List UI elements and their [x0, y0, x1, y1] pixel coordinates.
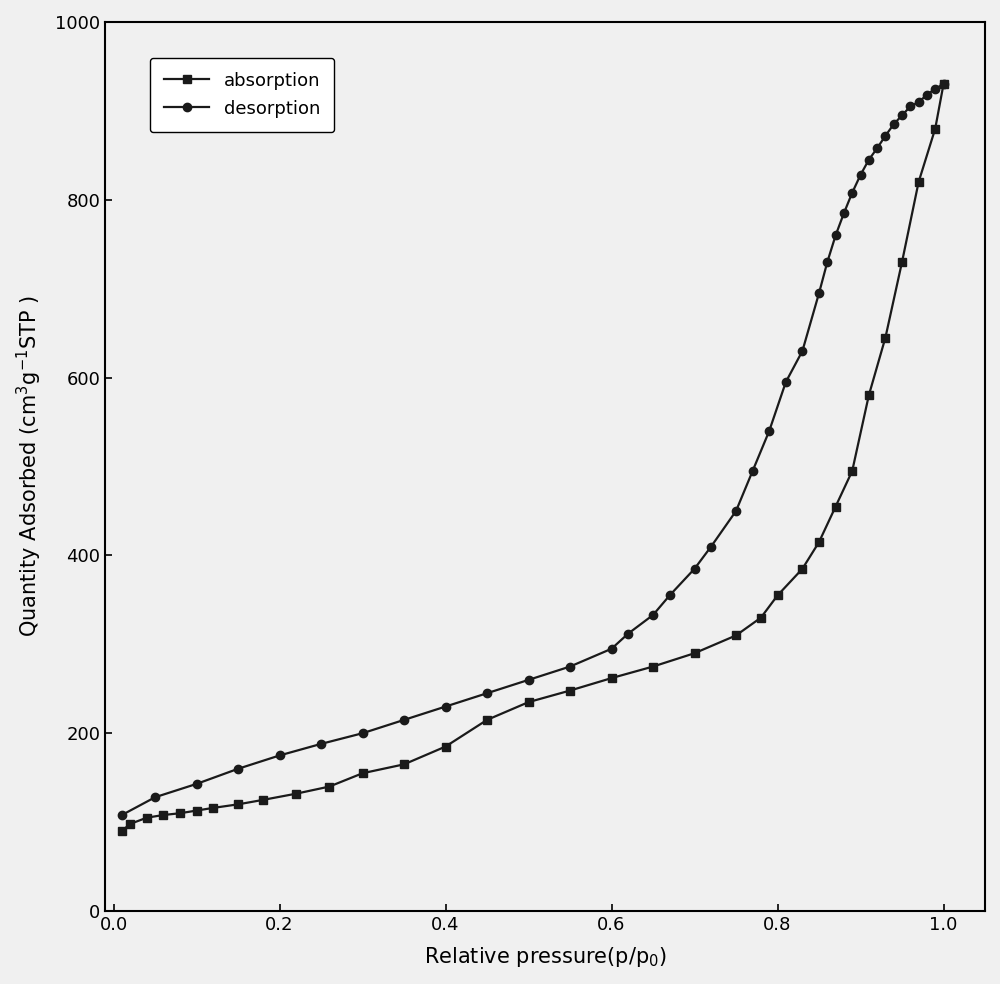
- desorption: [796, 345, 808, 357]
- absorption: [606, 672, 618, 684]
- desorption: [888, 118, 900, 130]
- absorption: [755, 612, 767, 624]
- absorption: [157, 809, 169, 821]
- desorption: [830, 229, 842, 241]
- desorption: [896, 109, 908, 121]
- desorption: [116, 809, 128, 821]
- absorption: [830, 501, 842, 513]
- absorption: [323, 780, 335, 792]
- desorption: [821, 256, 833, 268]
- desorption: [763, 425, 775, 437]
- desorption: [879, 130, 891, 142]
- absorption: [564, 685, 576, 697]
- absorption: [813, 536, 825, 548]
- absorption: [232, 798, 244, 810]
- desorption: [523, 674, 535, 686]
- absorption: [896, 256, 908, 268]
- absorption: [938, 79, 950, 91]
- absorption: [772, 589, 784, 601]
- desorption: [929, 83, 941, 94]
- desorption: [315, 738, 327, 750]
- desorption: [838, 208, 850, 219]
- desorption: [871, 143, 883, 154]
- desorption: [730, 505, 742, 517]
- absorption: [191, 805, 203, 817]
- absorption: [257, 794, 269, 806]
- absorption: [913, 176, 925, 188]
- desorption: [564, 660, 576, 672]
- Line: absorption: absorption: [118, 80, 948, 835]
- absorption: [879, 332, 891, 343]
- absorption: [290, 788, 302, 800]
- absorption: [863, 390, 875, 401]
- absorption: [207, 802, 219, 814]
- absorption: [116, 826, 128, 837]
- desorption: [780, 376, 792, 388]
- desorption: [938, 79, 950, 91]
- desorption: [863, 154, 875, 165]
- absorption: [796, 563, 808, 575]
- desorption: [747, 465, 759, 477]
- Y-axis label: Quantity Adsorbed (cm$^3$g$^{-1}$STP ): Quantity Adsorbed (cm$^3$g$^{-1}$STP ): [15, 295, 44, 638]
- absorption: [481, 714, 493, 726]
- desorption: [606, 643, 618, 654]
- desorption: [481, 687, 493, 699]
- desorption: [855, 169, 867, 181]
- absorption: [929, 123, 941, 135]
- desorption: [689, 563, 701, 575]
- desorption: [904, 100, 916, 112]
- absorption: [846, 465, 858, 477]
- absorption: [647, 660, 659, 672]
- desorption: [232, 763, 244, 774]
- absorption: [440, 741, 452, 753]
- desorption: [149, 791, 161, 803]
- desorption: [921, 89, 933, 100]
- absorption: [141, 812, 153, 824]
- desorption: [274, 750, 286, 762]
- desorption: [813, 287, 825, 299]
- X-axis label: Relative pressure(p/p$_0$): Relative pressure(p/p$_0$): [424, 945, 667, 969]
- desorption: [357, 727, 369, 739]
- desorption: [664, 589, 676, 601]
- absorption: [357, 768, 369, 779]
- desorption: [191, 778, 203, 790]
- absorption: [124, 818, 136, 830]
- absorption: [398, 759, 410, 770]
- absorption: [689, 647, 701, 659]
- desorption: [622, 628, 634, 640]
- Line: desorption: desorption: [118, 80, 948, 819]
- desorption: [440, 701, 452, 712]
- desorption: [705, 540, 717, 552]
- desorption: [913, 96, 925, 108]
- absorption: [523, 697, 535, 708]
- Legend: absorption, desorption: absorption, desorption: [150, 58, 334, 132]
- desorption: [846, 187, 858, 199]
- absorption: [730, 630, 742, 642]
- absorption: [174, 807, 186, 819]
- desorption: [647, 609, 659, 621]
- desorption: [398, 714, 410, 726]
